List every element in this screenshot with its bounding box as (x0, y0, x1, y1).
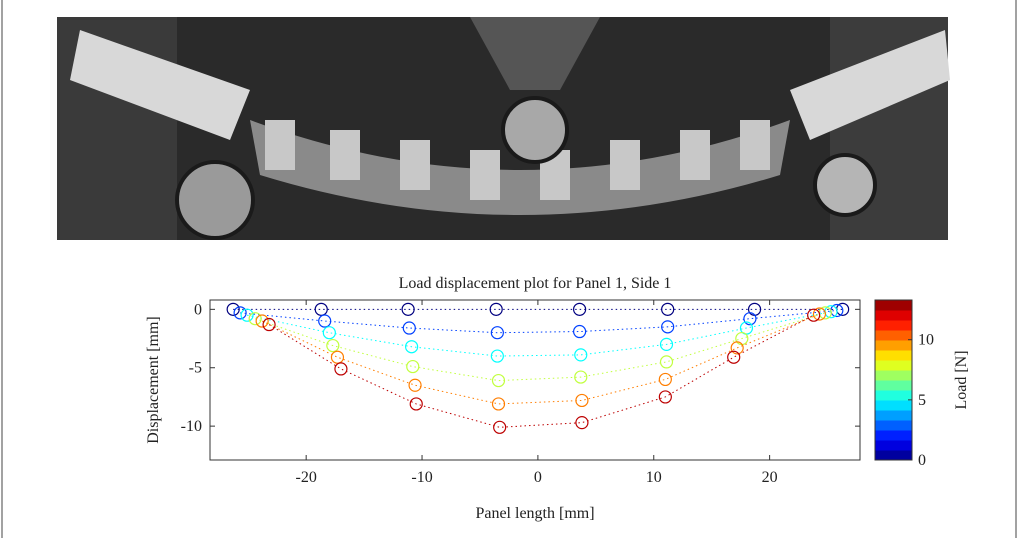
point (491, 373, 506, 388)
point (248, 312, 262, 326)
point (574, 348, 588, 362)
point (233, 306, 247, 320)
point (318, 314, 332, 328)
point (727, 350, 741, 364)
y-tick-label: -5 (189, 360, 202, 377)
colorbar-band (875, 420, 912, 431)
point (255, 314, 269, 328)
dotted-line (240, 310, 837, 334)
colorbar-band (875, 380, 912, 391)
colorbar-tick-label: 10 (918, 332, 934, 349)
point (661, 302, 675, 316)
point (489, 302, 503, 316)
point (326, 338, 340, 353)
y-axis-label: Displacement [mm] (145, 316, 162, 444)
point (743, 312, 757, 326)
point (322, 326, 336, 340)
dotted-line (261, 313, 820, 405)
colorbar-band (875, 400, 912, 411)
point (408, 378, 422, 392)
point (401, 302, 415, 316)
colorbar-tick-label: 0 (918, 452, 926, 469)
colorbar-band (875, 410, 912, 421)
point (490, 326, 504, 340)
colorbar-label: Load [N] (953, 350, 970, 409)
plot-area (209, 299, 861, 461)
point (402, 321, 416, 335)
colorbar-band (875, 300, 912, 311)
point (575, 416, 589, 430)
x-tick-label: -10 (411, 469, 432, 486)
point (226, 302, 240, 316)
point (659, 337, 674, 351)
colorbar-band (875, 310, 912, 321)
point (409, 397, 423, 411)
colorbar-band (875, 320, 912, 331)
point (493, 420, 507, 434)
colorbar-band (875, 450, 912, 461)
point (730, 341, 744, 355)
point (330, 350, 345, 364)
specimen-photo (57, 17, 950, 240)
point (658, 390, 672, 404)
dotted-line (255, 312, 826, 382)
dotted-line (246, 311, 832, 357)
colorbar-band (875, 370, 912, 381)
colorbar-band (875, 390, 912, 401)
point (314, 302, 328, 316)
point (659, 355, 674, 369)
x-tick-label: 0 (534, 469, 542, 486)
colorbar-tick-label: 5 (918, 392, 926, 409)
point (812, 307, 827, 321)
colorbar-band (875, 350, 912, 361)
chart-title: Load displacement plot for Panel 1, Side… (399, 275, 672, 292)
colorbar-band (875, 430, 912, 441)
point (240, 308, 254, 322)
colorbar-band (875, 360, 912, 371)
x-tick-label: -20 (296, 469, 317, 486)
point (575, 393, 589, 408)
colorbar-frame (874, 299, 913, 461)
point (406, 359, 420, 374)
y-tick-label: 0 (194, 301, 202, 318)
point (491, 397, 506, 411)
point (573, 302, 587, 316)
colorbar-band (875, 440, 912, 451)
point (573, 324, 587, 339)
point (334, 362, 348, 376)
colorbar-band (875, 330, 912, 341)
x-tick-label: 10 (646, 469, 662, 486)
x-tick-label: 20 (762, 469, 778, 486)
point (807, 308, 821, 322)
colorbar-band (875, 340, 912, 351)
point (661, 320, 675, 334)
y-tick-label: -10 (181, 418, 202, 435)
point (262, 317, 276, 332)
point (658, 372, 672, 387)
point (405, 340, 419, 354)
point (574, 370, 588, 384)
x-axis-label: Panel length [mm] (475, 505, 594, 522)
point (490, 349, 504, 363)
